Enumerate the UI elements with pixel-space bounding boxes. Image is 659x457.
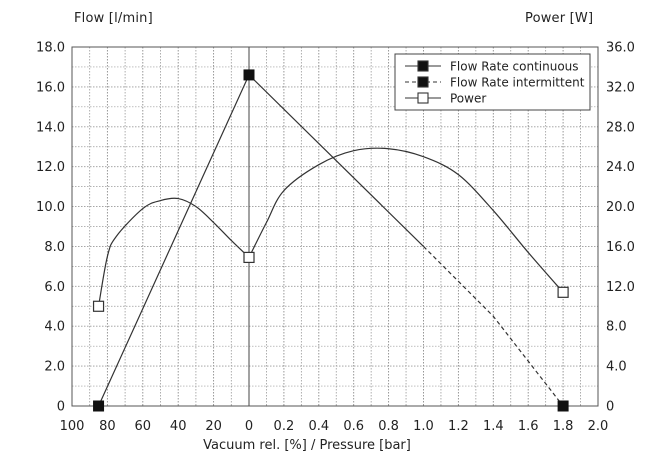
series-power-line — [97, 197, 250, 307]
x-tick-label: 1.8 — [553, 419, 574, 434]
legend-item-continuous-label: Flow Rate continuous — [450, 60, 579, 74]
legend-item-intermittent-marker — [417, 76, 429, 88]
x-tick-label: 2.0 — [588, 419, 609, 434]
y-right-tick-label: 4.0 — [606, 360, 627, 375]
series-flow-continuous-line — [98, 73, 424, 407]
y-right-tick-label: 24.0 — [606, 160, 635, 175]
power-marker-point — [557, 286, 569, 298]
y-left-tick-label: 2.0 — [44, 360, 65, 375]
y-right-tick-label: 32.0 — [606, 80, 635, 95]
x-tick-label: 1.6 — [518, 419, 539, 434]
power-marker-point — [243, 251, 255, 264]
legend-item-power-marker — [417, 92, 429, 104]
y-right-tick-label: 20.0 — [606, 200, 635, 215]
x-tick-label: 20 — [205, 419, 222, 434]
x-tick-label: 0.8 — [378, 419, 399, 434]
flow-marker-point — [243, 69, 255, 81]
y-right-tick-label: 12.0 — [606, 280, 635, 295]
legend-item-continuous-marker — [417, 60, 429, 72]
x-tick-label: 0.4 — [308, 419, 329, 434]
y-right-tick-label: 8.0 — [606, 320, 627, 335]
y-right-tick-label: 0 — [606, 400, 614, 415]
y-left-tick-label: 10.0 — [36, 200, 65, 215]
y-left-tick-label: 6.0 — [44, 280, 65, 295]
x-tick-label: 100 — [60, 419, 85, 434]
x-tick-label: 60 — [135, 419, 152, 434]
series-power-line — [248, 147, 564, 293]
x-tick-label: 40 — [170, 419, 187, 434]
x-tick-label: 1.0 — [413, 419, 434, 434]
x-tick-label: 80 — [99, 419, 116, 434]
x-tick-label: 1.4 — [483, 419, 504, 434]
flow-marker-point — [557, 400, 569, 412]
y-left-tick-label: 4.0 — [44, 320, 65, 335]
y-left-tick-label: 18.0 — [36, 41, 65, 56]
x-tick-label: 1.2 — [448, 419, 469, 434]
x-tick-label: 0.6 — [343, 419, 364, 434]
flow-marker-point — [93, 400, 105, 412]
x-tick-label: 0.2 — [274, 419, 295, 434]
plot-frame — [71, 46, 599, 407]
right-axis-title: Power [W] — [525, 11, 594, 26]
legend-item-power-label: Power — [450, 92, 486, 106]
y-left-tick-label: 16.0 — [36, 80, 65, 95]
y-right-tick-label: 36.0 — [606, 41, 635, 56]
series-flow-intermittent-line — [423, 246, 564, 407]
y-right-tick-label: 16.0 — [606, 240, 635, 255]
x-tick-label: 0 — [245, 419, 253, 434]
y-right-tick-label: 28.0 — [606, 120, 635, 135]
y-left-tick-label: 12.0 — [36, 160, 65, 175]
y-left-tick-label: 8.0 — [44, 240, 65, 255]
x-axis-title: Vacuum rel. [%] / Pressure [bar] — [203, 438, 411, 453]
left-axis-title: Flow [l/min] — [74, 11, 153, 26]
legend-item-intermittent-label: Flow Rate intermittent — [450, 76, 585, 90]
power-marker-point — [92, 300, 105, 312]
y-left-tick-label: 14.0 — [36, 120, 65, 135]
y-left-tick-label: 0 — [57, 400, 65, 415]
